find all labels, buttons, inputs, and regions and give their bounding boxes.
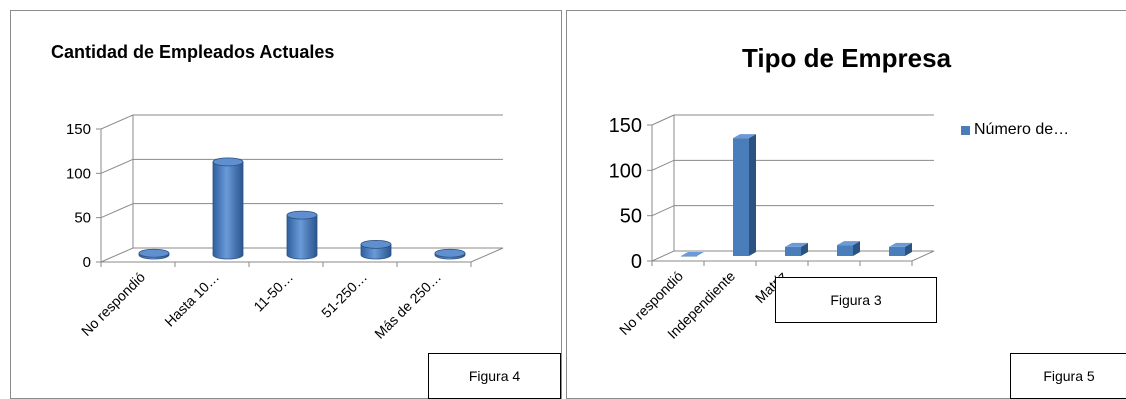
bar-cap	[138, 248, 170, 258]
gridline-diagonal	[651, 159, 675, 171]
x-tick-label: Más de 250…	[371, 269, 444, 342]
bar	[733, 134, 756, 256]
bar-cap	[434, 248, 466, 258]
x-tick-label: 51-250…	[318, 269, 370, 321]
chart-floor	[100, 247, 504, 263]
y-tick-label: 100	[609, 160, 642, 182]
bar	[212, 157, 244, 260]
bar-cap	[212, 157, 244, 167]
bar-cap	[360, 239, 392, 249]
chart-floor	[651, 250, 935, 262]
bar	[360, 239, 392, 260]
y-tick-label: 150	[66, 121, 91, 138]
y-tick-label: 0	[83, 254, 91, 271]
bar-front	[889, 246, 905, 256]
x-tick-label: Hasta 10…	[161, 269, 222, 330]
bar-side	[801, 242, 808, 256]
y-tick-label: 50	[74, 210, 91, 227]
figure4-panel: Cantidad de Empleados Actuales 0 50 100 150…	[10, 10, 562, 399]
legend: Número de…	[961, 121, 1069, 139]
bar-top	[889, 242, 912, 247]
legend-swatch	[961, 125, 970, 135]
bar	[889, 242, 912, 256]
figure5-panel: Tipo de Empresa Número de… 0 50 100 150 No r…	[566, 10, 1126, 399]
bar	[434, 248, 466, 260]
y-tick-label: 150	[609, 115, 642, 137]
bar	[286, 210, 318, 260]
gridline-diagonal	[100, 114, 134, 130]
overlay-figure-label: Figura 3	[775, 277, 937, 323]
bar-front	[837, 245, 853, 256]
bar-body	[286, 214, 318, 260]
chart-title: Tipo de Empresa	[742, 43, 952, 73]
bar-front	[785, 246, 801, 256]
bar-top	[785, 242, 808, 247]
gridline-diagonal	[651, 205, 675, 217]
bar-side	[853, 241, 860, 256]
legend-label: Número de…	[974, 121, 1070, 138]
x-tick-label: No respondió	[78, 269, 148, 339]
bar-top	[837, 241, 860, 246]
bar-front	[733, 138, 749, 256]
gridline-diagonal	[100, 203, 134, 219]
y-tick-label: 100	[66, 165, 91, 182]
figure4-label: Figura 4	[428, 353, 561, 399]
bar-cap	[286, 210, 318, 220]
bar	[681, 252, 704, 257]
bar-side	[905, 242, 912, 256]
y-tick-label: 50	[620, 206, 642, 228]
bar-side	[749, 134, 756, 256]
bar	[837, 241, 860, 256]
bar-body	[212, 161, 244, 260]
figure5-label: Figura 5	[1010, 353, 1126, 399]
figure4-chart: 0 50 100 150 No respondió Hasta 10… 11-50… 51-2…	[66, 114, 504, 342]
gridline-diagonal	[100, 158, 134, 174]
x-tick-label: 11-50…	[250, 269, 296, 315]
chart-title: Cantidad de Empleados Actuales	[51, 42, 335, 62]
bar-top	[681, 252, 704, 256]
bar	[785, 242, 808, 256]
gridline-diagonal	[651, 114, 675, 126]
bar-top	[733, 134, 756, 139]
y-tick-label: 0	[631, 251, 642, 273]
bar-front	[681, 256, 697, 257]
bar	[138, 248, 170, 260]
